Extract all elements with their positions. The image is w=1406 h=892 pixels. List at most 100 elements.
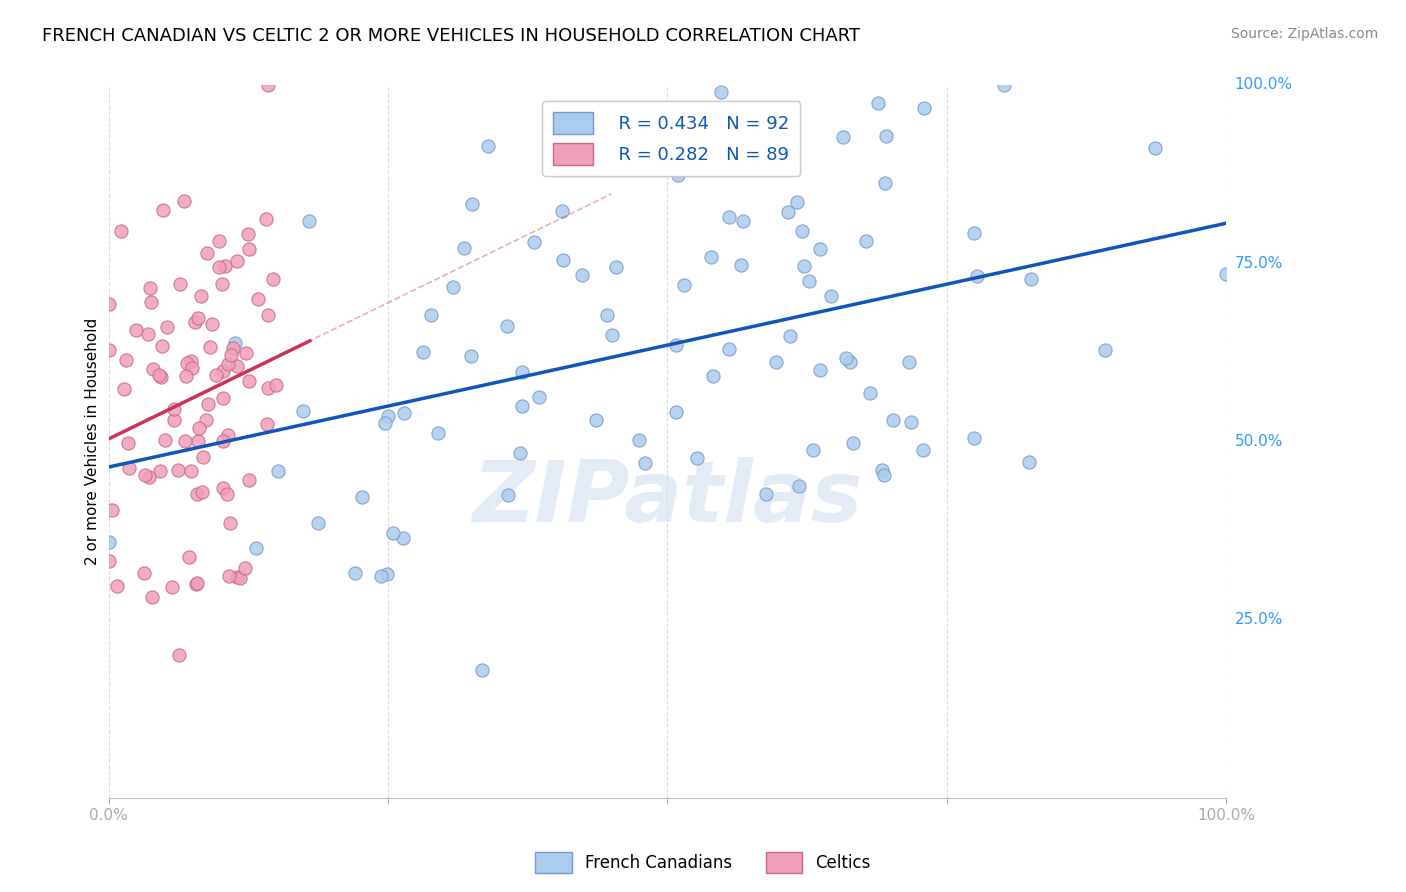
Legend: French Canadians, Celtics: French Canadians, Celtics bbox=[529, 846, 877, 880]
Point bbox=[471, 663, 494, 677]
Point bbox=[963, 227, 986, 241]
Point bbox=[839, 355, 862, 369]
Point bbox=[835, 351, 858, 365]
Point bbox=[1215, 267, 1237, 281]
Point bbox=[212, 391, 235, 405]
Y-axis label: 2 or more Vehicles in Household: 2 or more Vehicles in Household bbox=[86, 318, 100, 566]
Point bbox=[174, 369, 197, 384]
Point bbox=[139, 281, 162, 295]
Point bbox=[392, 406, 415, 420]
Point bbox=[256, 417, 278, 432]
Point bbox=[866, 95, 889, 110]
Point bbox=[496, 488, 519, 502]
Point bbox=[224, 336, 246, 351]
Point bbox=[105, 578, 128, 592]
Point bbox=[665, 338, 688, 352]
Point bbox=[222, 342, 245, 356]
Point bbox=[211, 277, 233, 292]
Point bbox=[217, 428, 239, 442]
Point bbox=[215, 486, 238, 500]
Point bbox=[233, 561, 256, 575]
Point bbox=[730, 258, 752, 272]
Point bbox=[176, 356, 198, 370]
Point bbox=[98, 297, 121, 311]
Point bbox=[453, 241, 475, 255]
Point bbox=[169, 277, 191, 291]
Point bbox=[709, 86, 731, 100]
Point bbox=[765, 355, 787, 369]
Point bbox=[1143, 141, 1166, 155]
Point bbox=[257, 381, 280, 395]
Point bbox=[97, 535, 120, 549]
Point bbox=[381, 526, 404, 541]
Point bbox=[810, 363, 832, 377]
Point bbox=[167, 463, 190, 477]
Point bbox=[801, 443, 824, 458]
Point bbox=[169, 648, 191, 663]
Point bbox=[875, 176, 897, 190]
Point bbox=[191, 485, 214, 500]
Point bbox=[118, 460, 141, 475]
Point bbox=[246, 292, 269, 306]
Point bbox=[755, 486, 778, 500]
Point bbox=[112, 382, 135, 396]
Point bbox=[162, 401, 184, 416]
Point bbox=[859, 386, 882, 401]
Point bbox=[152, 202, 174, 217]
Point bbox=[217, 357, 239, 371]
Point bbox=[238, 242, 260, 256]
Point bbox=[426, 426, 449, 441]
Point bbox=[186, 576, 208, 591]
Point bbox=[226, 254, 249, 268]
Point bbox=[571, 268, 593, 282]
Point bbox=[808, 242, 831, 256]
Point bbox=[156, 319, 179, 334]
Point bbox=[993, 78, 1015, 92]
Point bbox=[187, 434, 209, 448]
Point bbox=[149, 464, 172, 478]
Point bbox=[832, 130, 855, 145]
Point bbox=[391, 531, 413, 545]
Point bbox=[180, 360, 202, 375]
Point bbox=[717, 342, 740, 356]
Point bbox=[666, 168, 689, 182]
Point bbox=[212, 364, 235, 378]
Point bbox=[1019, 271, 1042, 285]
Text: FRENCH CANADIAN VS CELTIC 2 OR MORE VEHICLES IN HOUSEHOLD CORRELATION CHART: FRENCH CANADIAN VS CELTIC 2 OR MORE VEHI… bbox=[42, 27, 860, 45]
Point bbox=[254, 211, 277, 226]
Text: 25.0%: 25.0% bbox=[1234, 612, 1282, 627]
Point bbox=[267, 464, 290, 478]
Point bbox=[790, 224, 813, 238]
Point bbox=[229, 570, 252, 584]
Point bbox=[551, 203, 574, 218]
Point bbox=[298, 213, 321, 227]
Point bbox=[842, 435, 865, 450]
Point bbox=[460, 349, 482, 363]
Point bbox=[219, 516, 242, 531]
Point bbox=[214, 259, 236, 273]
Point bbox=[114, 353, 136, 368]
Legend:   R = 0.434   N = 92,   R = 0.282   N = 89: R = 0.434 N = 92, R = 0.282 N = 89 bbox=[543, 101, 800, 176]
Point bbox=[138, 469, 160, 483]
Point bbox=[585, 413, 607, 427]
Point bbox=[194, 413, 217, 427]
Point bbox=[257, 308, 280, 322]
Point bbox=[205, 368, 228, 383]
Point bbox=[150, 369, 173, 384]
Point bbox=[163, 412, 186, 426]
Point bbox=[125, 323, 148, 337]
Point bbox=[793, 260, 815, 274]
Point bbox=[191, 450, 214, 465]
Point bbox=[117, 436, 139, 450]
Point bbox=[477, 139, 499, 153]
Point bbox=[510, 365, 533, 379]
Text: 75.0%: 75.0% bbox=[1234, 256, 1282, 270]
Point bbox=[665, 404, 688, 418]
Point bbox=[245, 541, 267, 555]
Point bbox=[153, 433, 176, 447]
Point bbox=[197, 396, 219, 410]
Point bbox=[897, 355, 920, 369]
Point bbox=[820, 288, 842, 302]
Point bbox=[702, 368, 724, 383]
Point bbox=[238, 473, 260, 487]
